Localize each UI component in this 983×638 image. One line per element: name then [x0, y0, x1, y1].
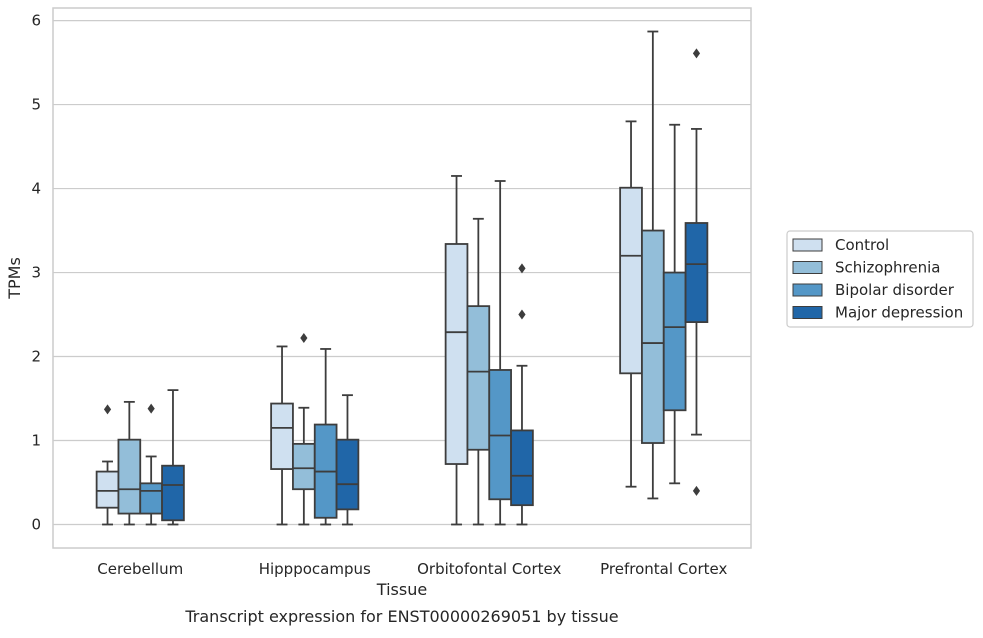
outlier-point [147, 403, 155, 414]
iqr-box [95, 470, 120, 509]
x-axis-label: Tissue [376, 580, 427, 599]
iqr-box [444, 243, 469, 465]
outlier-point [692, 485, 701, 496]
y-tick-label: 5 [31, 96, 41, 114]
y-tick-label: 6 [31, 12, 41, 30]
box-layer [95, 30, 709, 526]
iqr-box [161, 464, 185, 522]
legend-swatch [792, 261, 823, 274]
legend-swatch [792, 283, 823, 297]
legend-label: Major depression [835, 304, 963, 322]
iqr-box [641, 229, 665, 444]
box-control [619, 120, 643, 488]
box-schizophrenia [292, 333, 316, 526]
box-control [95, 404, 120, 526]
legend-swatch [792, 238, 823, 252]
grid-layer [53, 19, 751, 526]
outlier-point [300, 333, 308, 344]
box-bipolar-disorder [662, 123, 687, 485]
iqr-box [270, 402, 294, 470]
box-schizophrenia [641, 30, 665, 500]
x-tick-label: Orbitofontal Cortex [417, 560, 561, 578]
box-major-depression [684, 48, 709, 496]
outlier-point [518, 263, 526, 274]
y-tick-label: 2 [31, 348, 41, 366]
plot-frame [52, 7, 752, 549]
box-control [270, 345, 294, 526]
y-tick-label: 0 [31, 515, 41, 533]
box-bipolar-disorder [139, 403, 163, 526]
box-control [444, 175, 469, 526]
legend-swatch [792, 306, 823, 319]
box-bipolar-disorder [313, 348, 338, 526]
iqr-box [117, 438, 142, 515]
box-major-depression [161, 389, 185, 526]
y-tick-label: 3 [31, 264, 41, 282]
box-major-depression [510, 263, 534, 526]
iqr-box [510, 429, 534, 507]
legend-label: Control [835, 236, 889, 254]
figure-caption: Transcript expression for ENST0000026905… [184, 607, 618, 626]
y-axis-label: TPMs [5, 257, 24, 300]
iqr-box [466, 305, 491, 451]
x-tick-label: Hipppocampus [259, 560, 371, 578]
axis-layer: 0 1 2 3 4 5 6 Cerebellum Hipppocampus Orbitofonta… [31, 7, 752, 578]
box-schizophrenia [117, 400, 142, 526]
iqr-box [292, 442, 316, 491]
x-tick-label: Cerebellum [97, 560, 183, 578]
y-tick-label: 4 [31, 180, 41, 198]
iqr-box [335, 438, 360, 511]
legend-label: Schizophrenia [835, 259, 940, 277]
outlier-point [518, 309, 526, 320]
x-tick-label: Prefrontal Cortex [600, 560, 727, 578]
box-major-depression [335, 394, 360, 526]
outlier-point [103, 404, 112, 415]
legend: Control Schizophrenia Bipolar disorder Majo… [786, 230, 974, 328]
y-tick-label: 1 [31, 432, 41, 450]
legend-frame [786, 230, 974, 328]
box-bipolar-disorder [488, 180, 512, 526]
iqr-box [619, 186, 643, 375]
legend-label: Bipolar disorder [835, 281, 955, 299]
iqr-box [662, 271, 687, 412]
iqr-box [139, 482, 163, 515]
iqr-box [684, 222, 709, 323]
box-schizophrenia [466, 217, 491, 526]
outlier-point [692, 48, 701, 59]
